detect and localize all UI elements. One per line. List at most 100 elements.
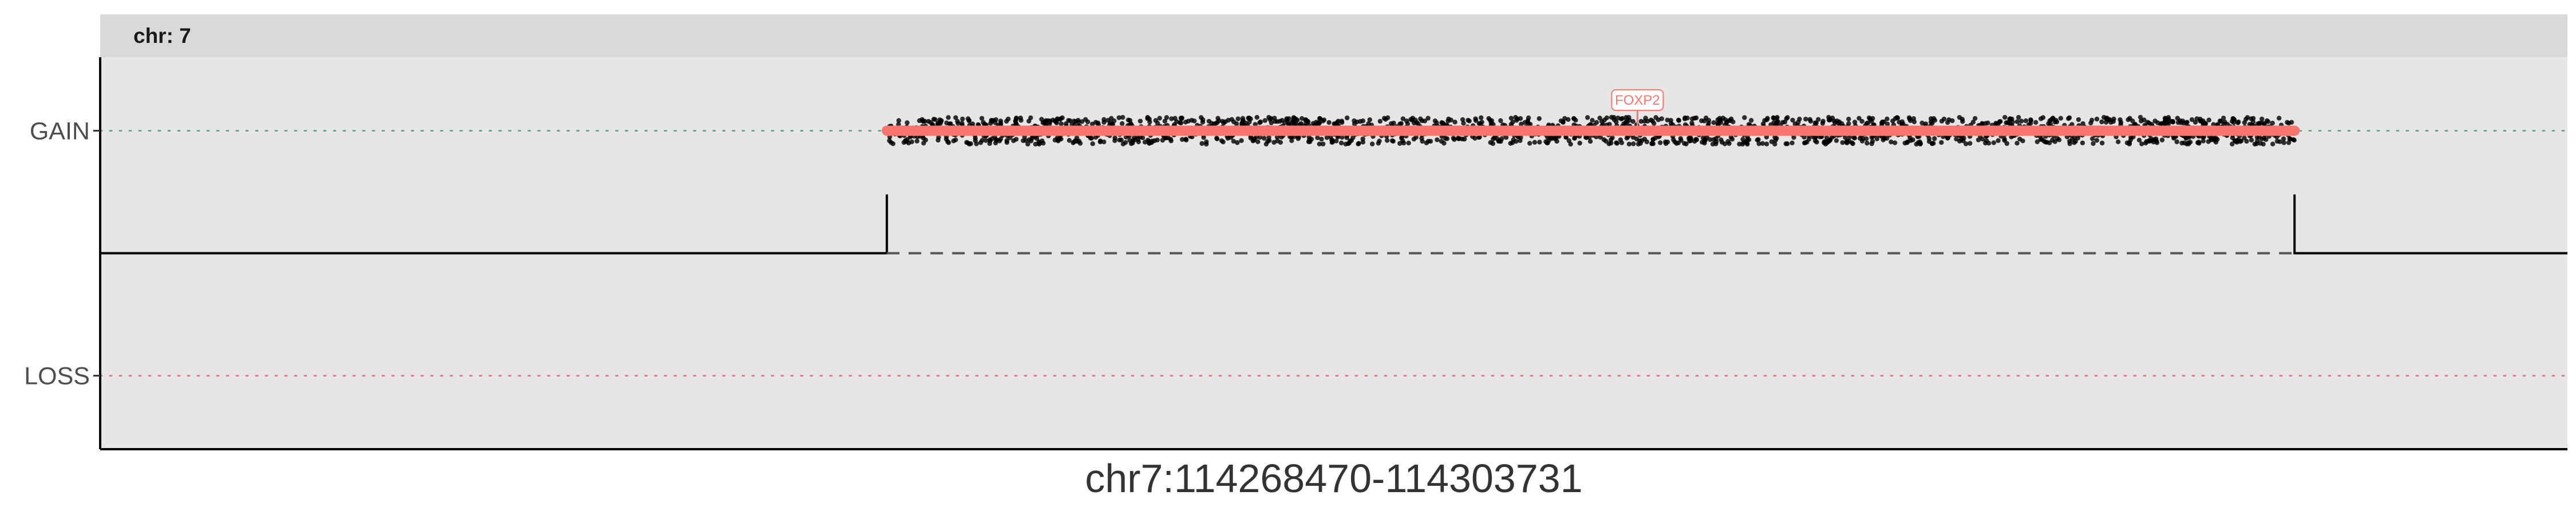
- data-point: [1710, 141, 1716, 147]
- data-point: [2108, 120, 2113, 125]
- data-point: [2034, 139, 2040, 144]
- data-point: [1991, 140, 1997, 145]
- data-point: [2200, 138, 2206, 144]
- data-point: [1888, 139, 1894, 145]
- data-point: [1216, 118, 1222, 124]
- data-point: [1607, 122, 1612, 127]
- y-axis-ticks: GAIN LOSS: [24, 117, 100, 390]
- data-point: [1179, 116, 1184, 121]
- data-point: [1385, 138, 1390, 143]
- data-point: [1123, 140, 1128, 145]
- data-point: [1689, 120, 1694, 126]
- data-point: [1537, 140, 1542, 145]
- data-point: [2257, 121, 2262, 126]
- data-point: [1756, 137, 1761, 142]
- data-point: [1619, 140, 1625, 145]
- data-point: [2159, 137, 2165, 142]
- data-point: [1874, 136, 1880, 141]
- data-point: [1634, 136, 1639, 142]
- data-point: [1928, 116, 1934, 121]
- data-point: [1958, 137, 1964, 142]
- data-point: [1076, 120, 1081, 125]
- data-point: [1109, 121, 1115, 127]
- data-point: [1120, 114, 1125, 120]
- data-point: [2033, 120, 2038, 125]
- data-point: [1590, 118, 1595, 123]
- data-point: [1391, 120, 1396, 126]
- data-point: [1444, 136, 1450, 141]
- data-point: [903, 139, 908, 144]
- data-point: [1043, 119, 1048, 124]
- data-point: [2014, 119, 2020, 124]
- data-point: [1127, 138, 1132, 143]
- data-point: [2255, 138, 2260, 144]
- data-point: [1425, 116, 1431, 121]
- data-point: [1231, 138, 1236, 144]
- data-point: [2154, 140, 2160, 145]
- data-point: [1508, 141, 1513, 146]
- data-point: [983, 138, 989, 143]
- data-point: [978, 140, 983, 145]
- data-point: [2230, 135, 2235, 141]
- data-point: [2286, 140, 2291, 145]
- data-point: [1098, 138, 1103, 144]
- data-point: [2048, 122, 2053, 127]
- data-point: [2174, 139, 2179, 144]
- data-point: [1985, 120, 1990, 126]
- data-point: [1356, 141, 1361, 146]
- data-point: [1790, 117, 1795, 123]
- data-point: [2103, 116, 2109, 121]
- data-point: [938, 119, 943, 124]
- data-point: [1659, 116, 1665, 121]
- data-point: [1587, 138, 1593, 144]
- data-point: [1742, 115, 1747, 120]
- data-point: [1370, 141, 1375, 146]
- data-point: [1638, 118, 1644, 124]
- data-point: [2040, 115, 2046, 120]
- data-point: [2004, 141, 2010, 146]
- data-point: [2250, 119, 2256, 125]
- data-point: [1864, 140, 1870, 146]
- data-point: [1477, 134, 1482, 140]
- data-point: [1338, 140, 1344, 146]
- data-point: [2291, 137, 2297, 143]
- data-point: [2016, 114, 2021, 120]
- data-point: [1503, 134, 1509, 140]
- data-point: [1255, 139, 1261, 144]
- data-point: [2042, 139, 2048, 145]
- data-point: [2058, 116, 2064, 121]
- data-point: [1498, 118, 1503, 124]
- data-point: [1488, 140, 1494, 145]
- data-point: [1830, 115, 1835, 121]
- data-point: [1026, 118, 1032, 124]
- data-point: [1321, 117, 1327, 122]
- data-point: [1136, 139, 1141, 145]
- data-point: [1274, 134, 1280, 140]
- data-point: [1869, 141, 1874, 146]
- data-point: [1457, 136, 1462, 141]
- data-point: [1409, 117, 1415, 123]
- data-point: [2054, 119, 2060, 125]
- data-point: [1797, 116, 1802, 122]
- data-point: [1611, 117, 1617, 122]
- data-point: [2091, 141, 2096, 146]
- data-point: [1720, 140, 1725, 145]
- data-point: [2218, 118, 2223, 124]
- data-point: [1563, 134, 1568, 140]
- data-point: [1694, 137, 1700, 142]
- data-point: [1678, 136, 1684, 141]
- data-point: [960, 116, 965, 122]
- data-point: [1240, 118, 1246, 124]
- data-point: [2245, 115, 2250, 120]
- data-point: [1235, 140, 1240, 145]
- data-point: [1902, 140, 1907, 146]
- data-point: [1939, 140, 1944, 145]
- data-point: [1911, 119, 1917, 125]
- data-point: [2080, 140, 2085, 145]
- data-point: [979, 116, 985, 121]
- data-point: [1515, 116, 1520, 121]
- data-point: [2236, 119, 2241, 125]
- data-point: [1941, 116, 1947, 122]
- data-point: [1665, 139, 1670, 145]
- data-point: [946, 115, 951, 120]
